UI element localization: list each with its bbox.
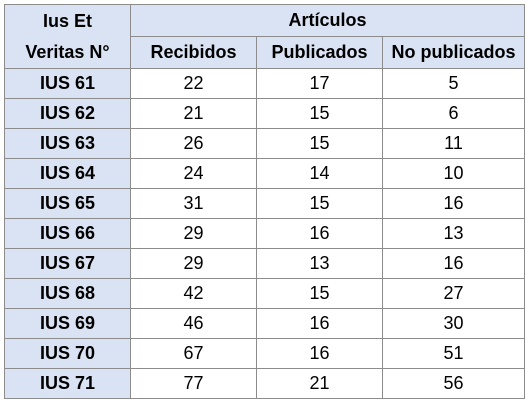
row-label: IUS 69 xyxy=(4,308,131,339)
cell-recibidos: 24 xyxy=(130,158,257,189)
corner-header: Ius Et Veritas N° xyxy=(4,4,131,69)
cell-publicados: 16 xyxy=(256,338,383,369)
cell-no-publicados: 16 xyxy=(381,188,526,219)
row-label: IUS 67 xyxy=(4,248,131,279)
table-row: IUS 67 29 13 16 xyxy=(4,248,526,279)
cell-publicados: 15 xyxy=(256,188,383,219)
row-label: IUS 64 xyxy=(4,158,131,189)
cell-recibidos: 46 xyxy=(130,308,257,339)
cell-no-publicados: 30 xyxy=(381,308,526,339)
cell-no-publicados: 13 xyxy=(381,218,526,249)
cell-publicados: 21 xyxy=(256,368,383,399)
table-row: IUS 61 22 17 5 xyxy=(4,68,526,99)
cell-recibidos: 77 xyxy=(130,368,257,399)
corner-header-line-1: Ius Et xyxy=(42,10,92,31)
column-header-publicados: Publicados xyxy=(256,36,383,69)
row-label: IUS 66 xyxy=(4,218,131,249)
corner-header-line-2: Veritas N° xyxy=(25,41,110,62)
table-row: IUS 62 21 15 6 xyxy=(4,98,526,129)
cell-publicados: 13 xyxy=(256,248,383,279)
table-body: IUS 61 22 17 5 IUS 62 21 15 6 IUS 63 26 15 11 IUS 64… xyxy=(4,68,526,399)
cell-recibidos: 42 xyxy=(130,278,257,309)
table-row: IUS 65 31 15 16 xyxy=(4,188,526,219)
cell-recibidos: 29 xyxy=(130,218,257,249)
cell-recibidos: 67 xyxy=(130,338,257,369)
column-header-no-publicados: No publicados xyxy=(381,36,526,69)
row-label: IUS 68 xyxy=(4,278,131,309)
table-row: IUS 64 24 14 10 xyxy=(4,158,526,189)
row-label: IUS 63 xyxy=(4,128,131,159)
cell-recibidos: 26 xyxy=(130,128,257,159)
cell-publicados: 15 xyxy=(256,98,383,129)
cell-publicados: 15 xyxy=(256,278,383,309)
cell-no-publicados: 16 xyxy=(381,248,526,279)
cell-publicados: 16 xyxy=(256,218,383,249)
table-row: IUS 66 29 16 13 xyxy=(4,218,526,249)
table-row: IUS 63 26 15 11 xyxy=(4,128,526,159)
cell-publicados: 16 xyxy=(256,308,383,339)
cell-no-publicados: 5 xyxy=(381,68,526,99)
table-row: IUS 70 67 16 51 xyxy=(4,338,526,369)
cell-no-publicados: 56 xyxy=(381,368,526,399)
cell-no-publicados: 6 xyxy=(381,98,526,129)
row-label: IUS 65 xyxy=(4,188,131,219)
cell-no-publicados: 11 xyxy=(381,128,526,159)
cell-publicados: 15 xyxy=(256,128,383,159)
group-header-articulos: Artículos xyxy=(129,4,526,37)
column-header-recibidos: Recibidos xyxy=(130,36,257,69)
cell-recibidos: 31 xyxy=(130,188,257,219)
cell-no-publicados: 51 xyxy=(381,338,526,369)
cell-publicados: 17 xyxy=(256,68,383,99)
header-row-group: Ius Et Veritas N° Artículos xyxy=(4,4,526,69)
cell-no-publicados: 10 xyxy=(381,158,526,189)
row-label: IUS 62 xyxy=(4,98,131,129)
header-row-columns: Recibidos Publicados No publicados xyxy=(5,36,526,69)
cell-recibidos: 29 xyxy=(130,248,257,279)
cell-recibidos: 21 xyxy=(130,98,257,129)
table-row: IUS 71 77 21 56 xyxy=(4,368,526,399)
table-row: IUS 69 46 16 30 xyxy=(4,308,526,339)
table-row: IUS 68 42 15 27 xyxy=(4,278,526,309)
cell-no-publicados: 27 xyxy=(381,278,526,309)
cell-publicados: 14 xyxy=(256,158,383,189)
row-label: IUS 70 xyxy=(4,338,131,369)
row-label: IUS 61 xyxy=(4,68,131,99)
articles-table: Ius Et Veritas N° Artículos Recibidos Pu… xyxy=(4,4,526,399)
cell-recibidos: 22 xyxy=(130,68,257,99)
row-label: IUS 71 xyxy=(4,368,131,399)
